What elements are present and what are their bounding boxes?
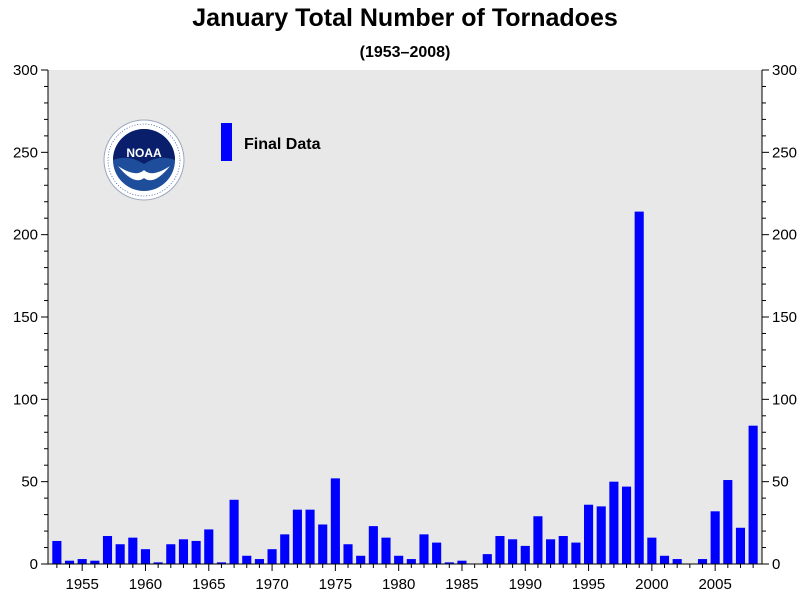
bar-2000 [647,537,657,564]
bar-1965 [204,529,214,564]
bar-1992 [546,539,556,564]
bar-1993 [558,536,568,564]
bar-1980 [394,555,404,564]
y-tick-label-left: 50 [21,474,38,491]
chart-title: January Total Number of Tornadoes [192,4,618,32]
bar-1995 [584,504,594,564]
bar-1987 [482,554,492,564]
bar-1970 [267,549,277,564]
x-tick-label: 1995 [572,576,605,593]
bar-1959 [128,537,138,564]
bar-1967 [229,499,239,564]
bar-1966 [216,562,226,564]
y-tick-label-right: 50 [772,474,789,491]
y-tick-label-right: 200 [772,227,797,244]
bar-1990 [520,545,530,564]
x-tick-label: 2000 [635,576,668,593]
axes: 0 0 50 50 100 100 150 150 200 200 250 250 300 300 1955… [13,62,797,593]
x-tick-label: 1985 [445,576,478,593]
x-tick-label: 1990 [509,576,542,593]
bar-1982 [419,534,429,564]
x-tick-label: 1955 [65,576,98,593]
x-tick-label: 1975 [319,576,352,593]
bar-2001 [659,555,670,564]
chart-subtitle: (1953–2008) [359,44,451,61]
bar-1972 [292,509,302,564]
y-tick-label-left: 200 [13,227,38,244]
bar-1963 [178,539,189,564]
x-tick-label: 1970 [255,576,288,593]
bar-1962 [166,544,176,564]
bar-1978 [368,526,378,564]
x-tick-label: 1960 [129,576,162,593]
bar-1956 [90,560,100,564]
bar-1954 [64,560,75,564]
bar-2008 [748,425,758,564]
x-tick-label: 2005 [698,576,731,593]
bar-series [52,211,758,565]
y-tick-label-right: 300 [772,62,797,79]
bar-1975 [330,478,340,564]
bar-1973 [305,509,315,564]
bar-1971 [280,534,290,564]
noaa-logo-text: NOAA [126,146,162,160]
bar-2004 [697,559,708,564]
bar-2007 [735,527,746,564]
bar-1961 [153,562,163,564]
bar-1981 [406,559,416,564]
bar-1989 [508,539,518,564]
bar-1955 [77,559,87,564]
y-tick-label-left: 150 [13,309,38,326]
bar-1983 [432,542,442,564]
bar-1953 [52,540,62,564]
x-tick-label: 1965 [192,576,225,593]
y-tick-label-left: 0 [30,556,38,573]
bar-1997 [609,481,619,564]
noaa-logo: NOAA [103,119,185,201]
y-tick-label-left: 250 [13,144,38,161]
bar-1957 [102,536,113,564]
bar-1974 [318,524,328,564]
y-tick-label-right: 150 [772,309,797,326]
bar-2006 [723,480,733,564]
bar-2005 [710,511,720,564]
bar-2002 [672,559,682,564]
y-tick-label-left: 300 [13,62,38,79]
bar-1994 [571,542,581,564]
bar-1969 [254,559,264,564]
bar-1968 [242,555,252,564]
bar-1985 [457,560,467,564]
y-tick-label-right: 100 [772,391,797,408]
y-tick-label-right: 0 [772,556,780,573]
legend-swatch [221,123,232,161]
y-tick-label-right: 250 [772,144,797,161]
y-tick-label-left: 100 [13,391,38,408]
bar-1958 [115,544,125,564]
bar-1984 [444,562,454,564]
bar-1998 [621,486,632,564]
legend-label: Final Data [244,136,321,153]
bar-1996 [596,506,606,564]
bar-1988 [495,536,505,564]
legend: Final Data [221,123,321,161]
bar-1960 [140,549,151,564]
x-tick-label: 1980 [382,576,415,593]
bar-1977 [356,555,366,564]
bar-1999 [634,211,644,565]
bar-1964 [191,540,201,564]
bar-1991 [533,516,543,564]
bar-1979 [381,537,391,564]
bar-1976 [343,544,353,564]
